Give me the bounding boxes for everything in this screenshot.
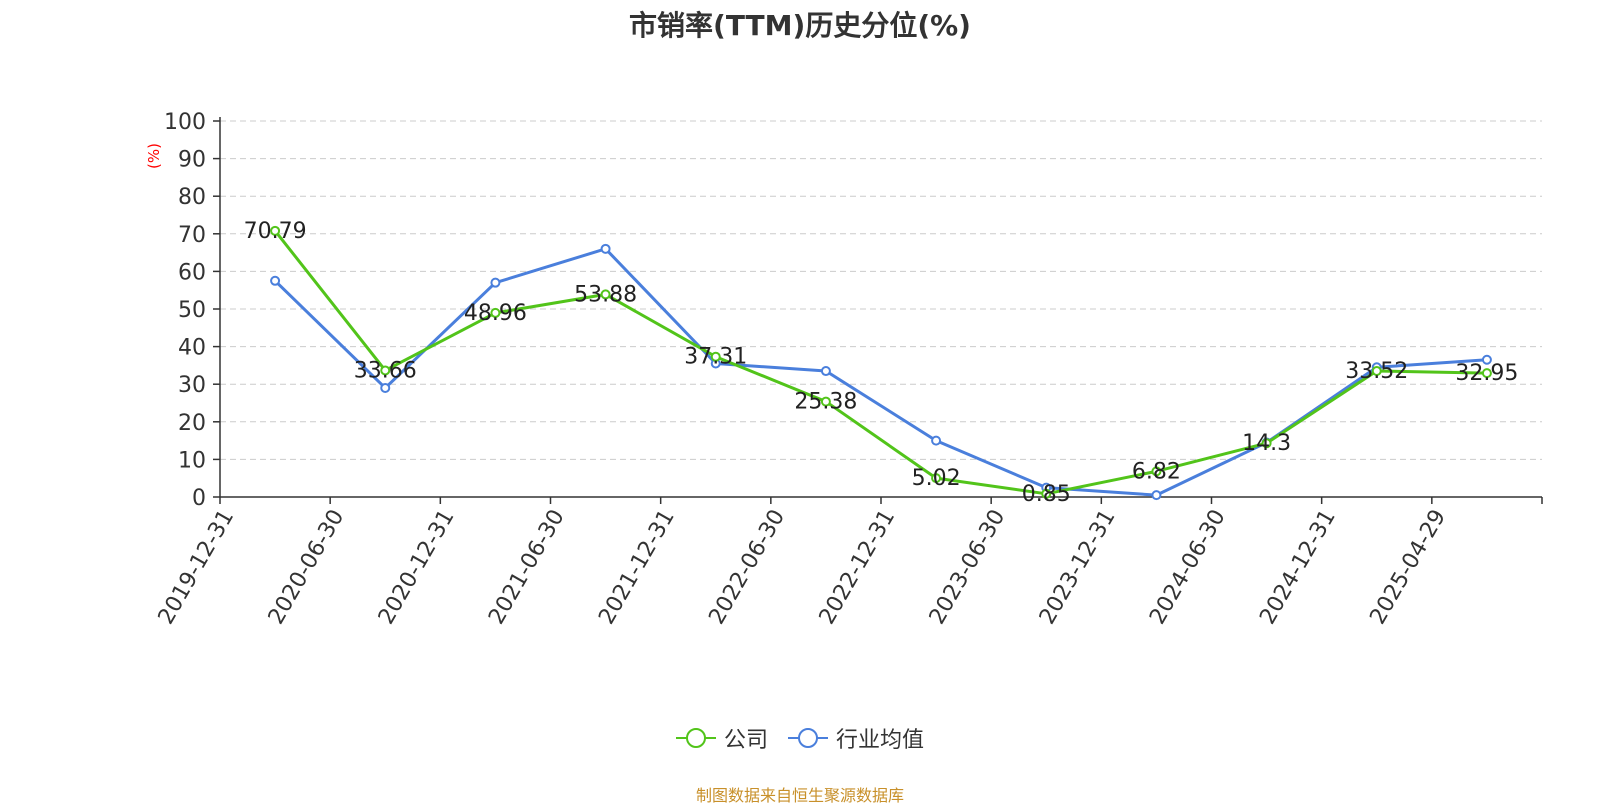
data-label: 25.38 (794, 390, 857, 415)
y-tick-label: 10 (178, 448, 206, 473)
x-tick-label: 2020-06-30 (264, 506, 350, 629)
source-note: 制图数据来自恒生聚源数据库 (695, 786, 904, 805)
series (270, 225, 1492, 501)
data-point (1041, 488, 1052, 499)
data-label: 5.02 (912, 466, 961, 491)
y-tick-label: 60 (178, 260, 206, 285)
data-label: 0.85 (1022, 482, 1071, 507)
legend: 公司 行业均值 (0, 722, 1600, 754)
data-point (931, 435, 942, 446)
data-point (490, 307, 501, 318)
data-point (1371, 365, 1382, 376)
data-label: 14.3 (1242, 431, 1291, 456)
legend-swatch-industry-average (788, 726, 828, 750)
data-label: 33.52 (1345, 359, 1408, 384)
legend-swatch-company (675, 726, 716, 750)
grid-lines (220, 120, 1542, 460)
legend-label-company: 公司 (723, 728, 768, 753)
data-point (820, 396, 831, 407)
x-tick-label: 2021-06-30 (484, 506, 570, 629)
data-label: 6.82 (1132, 459, 1181, 484)
data-label: 37.31 (684, 345, 747, 370)
data-point (1151, 466, 1162, 477)
data-point (270, 275, 281, 286)
y-tick-label: 90 (178, 148, 206, 173)
data-point (1481, 368, 1492, 379)
data-labels: 70.79 33.66 48.96 53.88 37.31 25.38 5.02 0.85 6.… (244, 219, 1519, 507)
data-point (1481, 354, 1492, 365)
x-tick-label: 2019-12-31 (154, 506, 240, 629)
chart-title: 市销率(TTM)历史分位(%) (629, 9, 971, 42)
y-axis-label: (%) (145, 143, 163, 169)
x-tick-label: 2024-12-31 (1255, 506, 1341, 629)
x-tick-label: 2022-06-30 (704, 506, 790, 629)
series-line (274, 247, 1488, 497)
data-point (1151, 490, 1162, 501)
data-point (380, 365, 391, 376)
x-tick-label: 2022-12-31 (815, 506, 901, 629)
data-point (710, 351, 721, 362)
y-tick-label: 50 (178, 298, 206, 323)
data-point (820, 366, 831, 377)
data-label: 33.66 (354, 358, 417, 383)
data-label: 32.95 (1455, 361, 1518, 386)
data-label: 70.79 (244, 219, 307, 244)
data-point (600, 289, 611, 300)
data-point (931, 473, 942, 484)
y-tick-label: 20 (178, 411, 206, 436)
y-tick-label: 30 (178, 373, 206, 398)
data-label: 53.88 (574, 282, 637, 307)
x-tick-label: 2020-12-31 (374, 506, 460, 629)
data-point (270, 225, 281, 236)
y-tick-label: 0 (192, 486, 206, 511)
x-tick-label: 2023-12-31 (1035, 506, 1121, 629)
legend-circle-icon (685, 728, 706, 748)
data-label: 48.96 (464, 301, 527, 326)
legend-label-industry-average: 行业均值 (836, 728, 925, 753)
x-tick-label: 2024-06-30 (1145, 506, 1231, 629)
x-tick-label: 2021-12-31 (594, 506, 680, 629)
legend-item-company[interactable]: 公司 (675, 722, 768, 754)
legend-circle-icon (798, 728, 818, 748)
y-tick-label: 40 (178, 336, 206, 361)
x-tick-label: 2023-06-30 (925, 506, 1011, 629)
data-point (600, 243, 611, 254)
y-tick-label: 100 (164, 110, 206, 135)
x-tick-label: 2025-04-29 (1365, 506, 1451, 629)
data-point (490, 277, 501, 288)
data-point (1261, 438, 1272, 449)
y-tick-label: 80 (178, 185, 206, 210)
legend-item-industry-average[interactable]: 行业均值 (788, 722, 924, 754)
series-line (273, 229, 1487, 496)
y-tick-label: 70 (178, 223, 206, 248)
data-point (380, 382, 391, 393)
